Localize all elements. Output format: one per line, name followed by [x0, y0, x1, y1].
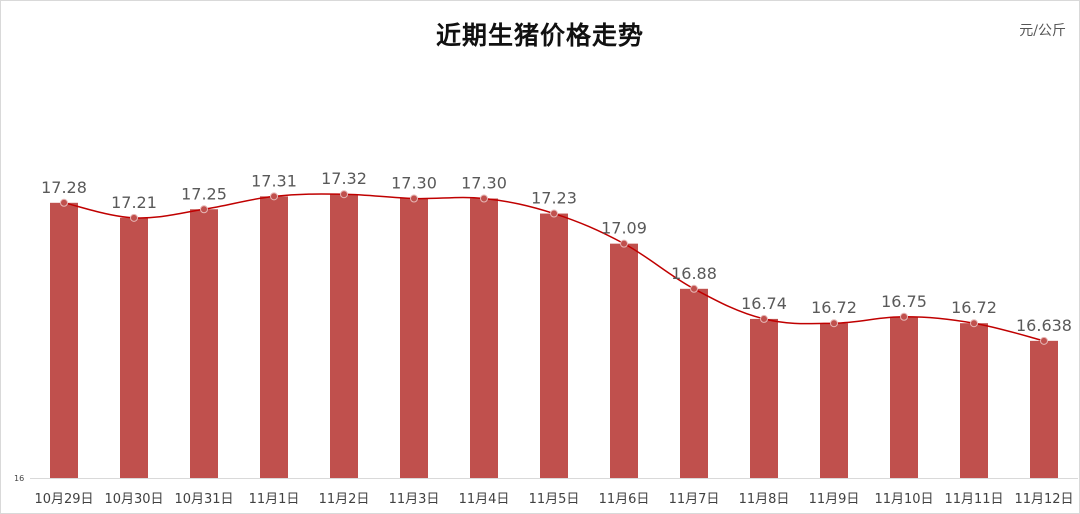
- data-point-marker: [340, 190, 348, 199]
- data-value-label: 17.30: [391, 174, 437, 193]
- bar: [50, 202, 78, 479]
- bar: [960, 323, 988, 478]
- x-axis-label: 11月11日: [944, 492, 1003, 507]
- bar: [470, 198, 498, 478]
- data-value-label: 17.21: [111, 193, 157, 212]
- data-value-label: 17.23: [531, 189, 577, 208]
- data-point-marker: [270, 192, 278, 201]
- data-point-marker: [130, 213, 138, 222]
- data-value-label: 16.638: [1016, 316, 1072, 335]
- data-point-marker: [900, 312, 908, 321]
- x-axis-label: 11月3日: [389, 492, 440, 507]
- bar: [540, 213, 568, 479]
- data-value-label: 16.75: [881, 292, 927, 311]
- data-point-marker: [410, 194, 418, 203]
- bar: [820, 323, 848, 478]
- data-value-label: 17.31: [251, 171, 297, 190]
- data-point-marker: [60, 198, 68, 207]
- x-axis-label: 11月10日: [874, 492, 933, 507]
- bar: [680, 288, 708, 478]
- bar: [890, 316, 918, 478]
- data-value-label: 16.74: [741, 294, 787, 313]
- bar: [260, 196, 288, 478]
- x-axis-label: 10月30日: [104, 492, 163, 507]
- bar: [610, 243, 638, 478]
- data-value-label: 16.72: [951, 298, 997, 317]
- data-point-marker: [620, 239, 628, 248]
- data-value-label: 17.28: [41, 178, 87, 197]
- x-axis-label: 11月7日: [669, 492, 720, 507]
- data-value-label: 16.72: [811, 298, 857, 317]
- data-value-label: 17.25: [181, 184, 227, 203]
- data-point-marker: [200, 205, 208, 214]
- bar: [750, 318, 778, 478]
- y-axis-min-label: 16: [14, 474, 25, 483]
- data-point-marker: [690, 284, 698, 293]
- data-value-label: 17.30: [461, 174, 507, 193]
- x-axis-label: 11月1日: [249, 492, 300, 507]
- data-value-label: 16.88: [671, 264, 717, 283]
- x-axis-label: 11月8日: [739, 492, 790, 507]
- chart-title: 近期生猪价格走势: [435, 21, 644, 50]
- data-value-label: 17.32: [321, 169, 367, 188]
- x-axis-label: 11月5日: [529, 492, 580, 507]
- bar: [330, 194, 358, 478]
- x-axis-label: 11月6日: [599, 492, 650, 507]
- data-value-label: 17.09: [601, 219, 647, 238]
- data-point-marker: [1040, 336, 1048, 345]
- data-point-marker: [480, 194, 488, 203]
- x-axis-label: 10月31日: [174, 492, 233, 507]
- data-point-marker: [550, 209, 558, 218]
- x-axis-label: 10月29日: [34, 492, 93, 507]
- bar: [120, 217, 148, 478]
- data-point-marker: [760, 314, 768, 323]
- x-axis-label: 11月2日: [319, 492, 370, 507]
- bar: [400, 198, 428, 478]
- x-axis-label: 11月9日: [809, 492, 860, 507]
- data-point-marker: [970, 319, 978, 328]
- x-axis-label: 11月4日: [459, 492, 510, 507]
- x-axis-label: 11月12日: [1014, 492, 1073, 507]
- bar: [190, 209, 218, 478]
- bar: [1030, 340, 1058, 478]
- data-point-marker: [830, 319, 838, 328]
- unit-label: 元/公斤: [1019, 23, 1066, 39]
